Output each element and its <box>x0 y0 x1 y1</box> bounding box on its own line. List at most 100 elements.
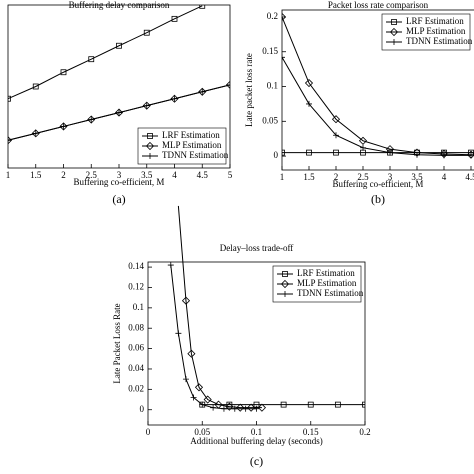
y-tick-label: 0.1 <box>267 81 278 91</box>
series-line <box>7 84 231 141</box>
y-tick-label: 0 <box>140 404 145 414</box>
x-tick-label: 0.05 <box>194 427 210 437</box>
x-tick-label: 2.5 <box>86 170 98 180</box>
chart-title: Delay–loss trade-off <box>220 243 294 253</box>
marker <box>171 15 178 22</box>
legend-symbol <box>389 27 399 37</box>
marker <box>225 80 230 89</box>
y-axis-label: Late packet loss rate <box>244 53 254 127</box>
x-tick-label: 4 <box>442 172 447 182</box>
series-line <box>170 265 257 410</box>
marker <box>304 78 314 88</box>
marker <box>194 383 204 392</box>
legend-symbol <box>282 291 288 297</box>
y-tick-label: 0.14 <box>128 261 144 271</box>
y-tick-label: 0.02 <box>128 383 144 393</box>
chart-title: Buffering delay comparison <box>69 0 170 10</box>
y-axis-label: Late Packet Loss Rate <box>112 303 122 383</box>
x-tick-label: 0.2 <box>359 427 370 437</box>
marker <box>257 403 266 412</box>
x-tick-label: 1 <box>280 172 285 182</box>
legend-symbol <box>147 153 153 159</box>
x-tick-label: 2 <box>61 170 66 180</box>
legend-marker <box>147 133 153 139</box>
x-tick-label: 4 <box>172 170 177 180</box>
marker <box>203 395 212 404</box>
caption: (b) <box>371 192 385 206</box>
legend-marker <box>147 153 153 159</box>
legend-marker <box>391 19 397 25</box>
marker <box>142 101 151 110</box>
series-line <box>281 16 474 156</box>
marker <box>87 115 96 124</box>
marker <box>88 56 95 63</box>
legend-label: LRF Estimation <box>162 130 220 140</box>
series-line <box>281 57 471 156</box>
x-tick-label: 3.5 <box>411 172 423 182</box>
marker <box>143 29 150 36</box>
marker <box>225 402 234 411</box>
legend-symbol <box>280 279 290 289</box>
marker <box>199 5 206 9</box>
y-tick-label: 0.2 <box>267 11 278 21</box>
x-tick-label: 1.5 <box>30 170 42 180</box>
caption: (c) <box>250 454 263 468</box>
legend-symbol <box>145 141 155 151</box>
x-tick-label: 1 <box>6 170 11 180</box>
y-tick-label: 0.08 <box>128 322 144 332</box>
x-tick-label: 0.15 <box>303 427 319 437</box>
x-tick-label: 0.1 <box>251 427 262 437</box>
legend-label: MLP Estimation <box>162 140 222 150</box>
x-tick-label: 5 <box>228 170 233 180</box>
marker <box>331 115 341 124</box>
marker <box>32 83 39 90</box>
x-axis-label: Buffering co-efficient, M <box>74 177 165 187</box>
legend-marker <box>391 39 397 45</box>
legend-marker <box>282 271 288 277</box>
marker <box>60 69 67 76</box>
x-axis-label: Buffering co-efficient, M <box>333 179 424 189</box>
y-tick-label: 0.15 <box>262 46 278 56</box>
caption: (a) <box>112 192 125 206</box>
series-line <box>7 5 203 100</box>
y-tick-label: 0 <box>274 150 279 160</box>
marker <box>358 136 368 145</box>
x-axis-label: Additional buffering delay (seconds) <box>190 436 323 446</box>
legend-label: LRF Estimation <box>297 268 355 278</box>
marker <box>116 42 122 49</box>
legend-label: TDNN Estimation <box>162 150 229 160</box>
x-tick-label: 1.5 <box>303 172 315 182</box>
legend-marker <box>280 279 290 289</box>
legend-symbol <box>147 133 153 139</box>
plot-area <box>8 5 230 145</box>
legend-label: MLP Estimation <box>406 26 466 36</box>
marker <box>236 403 245 412</box>
marker <box>31 129 40 138</box>
x-tick-label: 4.5 <box>465 172 474 182</box>
marker <box>8 136 13 145</box>
marker <box>114 108 124 117</box>
y-tick-label: 0.1 <box>133 302 144 312</box>
x-tick-label: 2.5 <box>357 172 369 182</box>
marker <box>247 403 256 412</box>
legend-marker <box>389 27 399 37</box>
legend-symbol <box>391 39 397 45</box>
x-tick-label: 3.5 <box>141 170 153 180</box>
legend-symbol <box>282 271 288 277</box>
marker <box>59 122 68 131</box>
marker <box>187 349 196 358</box>
y-tick-label: 0.04 <box>128 363 144 373</box>
legend-label: TDNN Estimation <box>297 288 364 298</box>
marker <box>198 87 207 96</box>
x-tick-label: 3 <box>388 172 393 182</box>
y-tick-label: 0.12 <box>128 282 144 292</box>
marker <box>8 95 11 102</box>
y-tick-label: 0.05 <box>262 115 278 125</box>
marker <box>282 54 285 61</box>
legend-symbol <box>391 19 397 25</box>
marker <box>170 94 179 103</box>
legend-label: TDNN Estimation <box>406 36 473 46</box>
x-tick-label: 0 <box>146 427 151 437</box>
